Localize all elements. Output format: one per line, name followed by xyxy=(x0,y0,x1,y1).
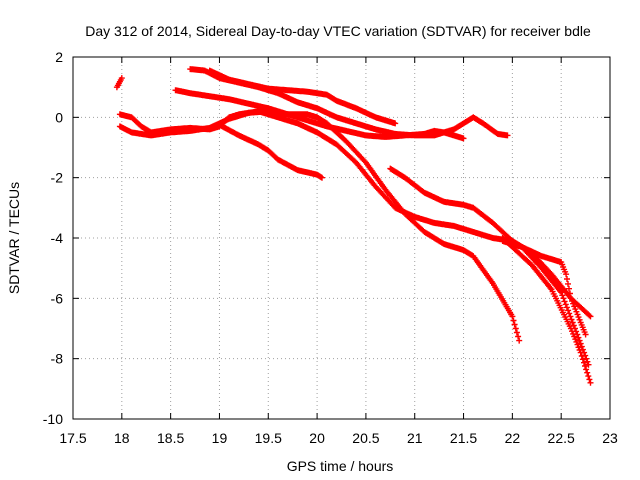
x-tick-label: 19.5 xyxy=(255,430,282,446)
y-tick-label: -2 xyxy=(51,170,64,186)
x-tick-label: 18 xyxy=(114,430,130,446)
x-tick-label: 21 xyxy=(407,430,423,446)
chart-title: Day 312 of 2014, Sidereal Day-to-day VTE… xyxy=(85,23,591,39)
series-marker-path xyxy=(499,235,594,386)
x-tick-label: 23 xyxy=(602,430,618,446)
y-tick-label: 0 xyxy=(55,109,63,125)
x-tick-label: 17.5 xyxy=(59,430,86,446)
series-track-g xyxy=(216,121,325,181)
y-tick-label: -8 xyxy=(51,351,64,367)
y-tick-label: -10 xyxy=(43,411,63,427)
series-marker-path xyxy=(206,67,399,127)
y-axis-label: SDTVAR / TECUs xyxy=(6,182,22,294)
x-tick-label: 18.5 xyxy=(157,430,184,446)
x-tick-label: 20 xyxy=(309,430,325,446)
series-track-f xyxy=(206,67,399,127)
axis-ticks: 17.5 18 18.5 19 19.5 20 20.5 21 21.5 22 22.5 2320-2… xyxy=(43,49,618,446)
x-tick-label: 19 xyxy=(212,430,228,446)
y-tick-label: -4 xyxy=(51,230,64,246)
x-tick-label: 22.5 xyxy=(548,430,575,446)
series-track-a xyxy=(113,75,125,91)
series-marker-path xyxy=(113,75,125,91)
y-tick-label: -6 xyxy=(51,290,64,306)
x-tick-label: 21.5 xyxy=(450,430,477,446)
y-tick-label: 2 xyxy=(55,49,63,65)
series-marker-path xyxy=(216,121,325,181)
x-axis-label: GPS time / hours xyxy=(287,458,394,474)
data-marks xyxy=(113,66,594,386)
x-tick-label: 22 xyxy=(505,430,521,446)
series-track-j xyxy=(499,235,594,386)
x-tick-label: 20.5 xyxy=(352,430,379,446)
